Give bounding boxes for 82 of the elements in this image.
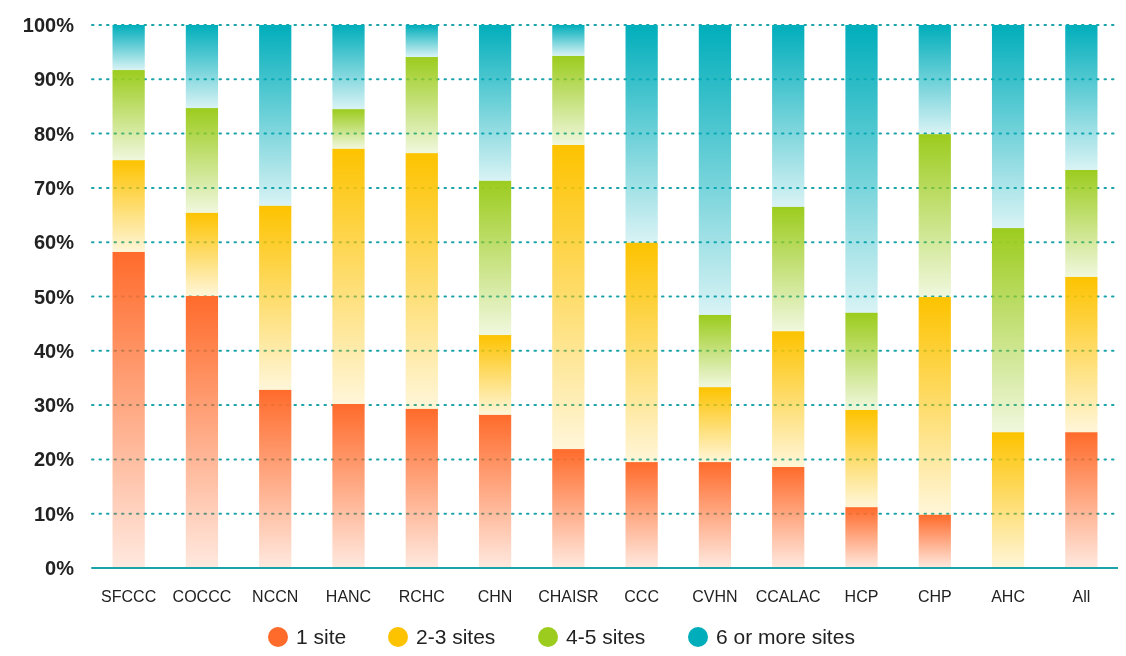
bar: [845, 507, 878, 568]
y-tick-label: 20%: [33, 448, 75, 471]
y-tick-label: 10%: [33, 502, 75, 525]
legend-label: 4-5 sites: [566, 625, 646, 648]
x-tick-label: RCHC: [398, 588, 445, 605]
bar: [552, 55, 585, 145]
bar: [478, 335, 512, 415]
y-tick-label: 100%: [22, 14, 75, 36]
x-tick-label: SFCCC: [101, 588, 157, 605]
y-tick-label: 60%: [33, 231, 75, 254]
bar: [625, 25, 658, 243]
bar: [845, 25, 878, 313]
bar: [185, 108, 219, 213]
bar: [698, 25, 732, 315]
bar: [478, 414, 512, 568]
bar: [405, 57, 438, 154]
bar: [772, 25, 805, 207]
bar: [625, 462, 658, 568]
x-tick-label: CCALAC: [755, 588, 821, 605]
bar: [1065, 432, 1098, 568]
bar: [259, 389, 292, 568]
bar: [991, 432, 1025, 568]
y-tick-label: 30%: [33, 394, 75, 417]
bar: [1065, 276, 1098, 433]
y-tick-label: 50%: [33, 285, 75, 308]
bar: [845, 409, 878, 508]
bar: [405, 153, 438, 409]
bar: [185, 212, 219, 296]
bar: [918, 134, 951, 298]
bar: [698, 314, 732, 388]
x-tick-label: CCC: [624, 588, 659, 605]
y-tick-label: 0%: [45, 557, 75, 579]
bar: [112, 160, 145, 252]
x-tick-label: HANC: [325, 588, 372, 605]
bar: [259, 25, 292, 206]
bar: [259, 205, 292, 390]
bar: [185, 295, 219, 568]
bar: [625, 242, 658, 463]
bar: [478, 25, 512, 181]
y-tick-label: 90%: [33, 68, 75, 91]
bar: [552, 25, 585, 56]
x-tick-label: HCP: [844, 588, 879, 605]
x-tick-label: All: [1072, 588, 1091, 605]
bar: [332, 25, 365, 110]
bar: [698, 387, 732, 463]
bar: [845, 312, 878, 410]
bar: [552, 145, 585, 450]
bar: [991, 25, 1025, 229]
bar: [698, 462, 732, 568]
bar: [918, 25, 951, 135]
x-tick-label: NCCN: [252, 588, 299, 605]
bar: [918, 297, 951, 515]
x-tick-label: CHP: [917, 588, 952, 605]
bar: [552, 449, 585, 568]
bar: [405, 408, 438, 568]
legend-label: 1 site: [296, 625, 347, 648]
bar: [1065, 169, 1098, 277]
bar: [332, 148, 365, 405]
bar: [185, 25, 219, 109]
x-tick-label: CHAISR: [538, 588, 599, 605]
y-tick-label: 80%: [33, 122, 75, 145]
legend-label: 2-3 sites: [416, 625, 496, 648]
bar: [918, 514, 951, 568]
x-tick-label: CHN: [477, 588, 513, 605]
bar: [332, 404, 365, 568]
bar: [991, 228, 1025, 433]
bar: [405, 25, 438, 58]
x-tick-label: CVHN: [692, 588, 738, 605]
x-tick-label: COCCC: [172, 588, 232, 605]
bar: [112, 25, 145, 71]
bar: [478, 180, 512, 336]
bar: [1065, 25, 1098, 170]
bar: [112, 251, 145, 568]
x-tick-label: AHC: [991, 588, 1025, 605]
bar: [332, 109, 365, 149]
legend-label: 6 or more sites: [716, 625, 855, 648]
y-tick-label: 70%: [33, 176, 75, 199]
bar: [772, 467, 805, 568]
bar: [772, 331, 805, 467]
bar: [772, 206, 805, 332]
bar: [112, 70, 145, 161]
y-tick-label: 40%: [33, 339, 75, 362]
